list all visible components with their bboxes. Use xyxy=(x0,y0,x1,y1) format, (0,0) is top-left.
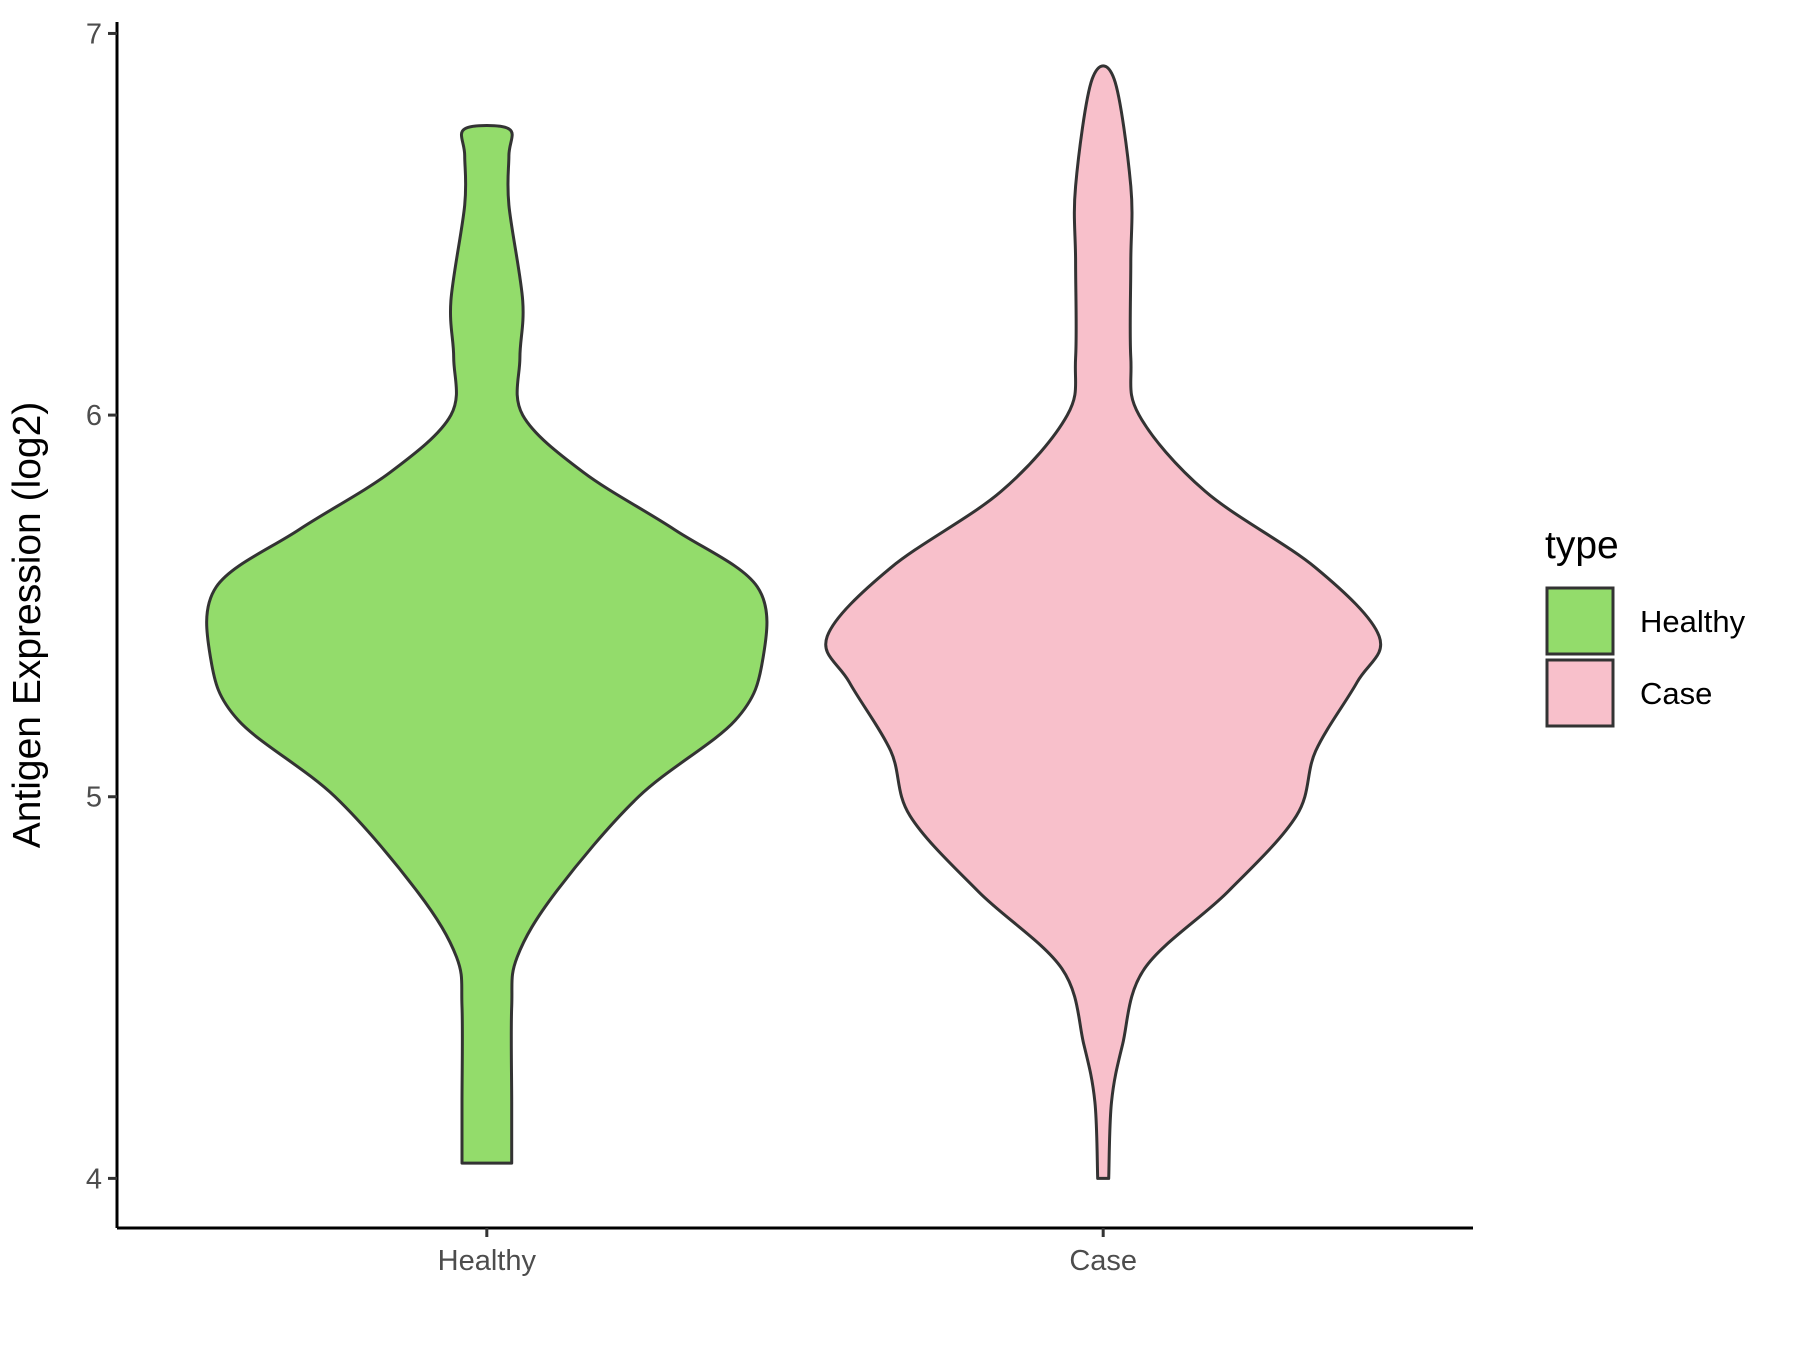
legend-label-healthy: Healthy xyxy=(1640,604,1746,639)
violin-healthy xyxy=(205,124,769,1165)
legend: type Healthy Case xyxy=(1545,524,1746,728)
y-axis-ticks: 4 5 6 7 xyxy=(86,18,117,1195)
legend-swatch-healthy xyxy=(1545,586,1615,656)
violin-case xyxy=(824,64,1383,1180)
violins xyxy=(205,64,1383,1180)
y-tick-label: 7 xyxy=(86,18,102,50)
legend-items: Healthy Case xyxy=(1545,586,1746,728)
x-tick-label: Case xyxy=(1069,1245,1137,1277)
y-tick-label: 6 xyxy=(86,400,102,432)
y-axis-title: Antigen Expression (log2) xyxy=(6,402,49,849)
legend-title: type xyxy=(1545,524,1619,567)
x-tick-label: Healthy xyxy=(438,1245,537,1277)
legend-label-case: Case xyxy=(1640,676,1712,711)
y-tick-label: 4 xyxy=(86,1163,102,1195)
legend-swatch-case xyxy=(1545,658,1615,728)
y-tick-label: 5 xyxy=(86,782,102,814)
x-axis-ticks: Healthy Case xyxy=(438,1228,1137,1277)
